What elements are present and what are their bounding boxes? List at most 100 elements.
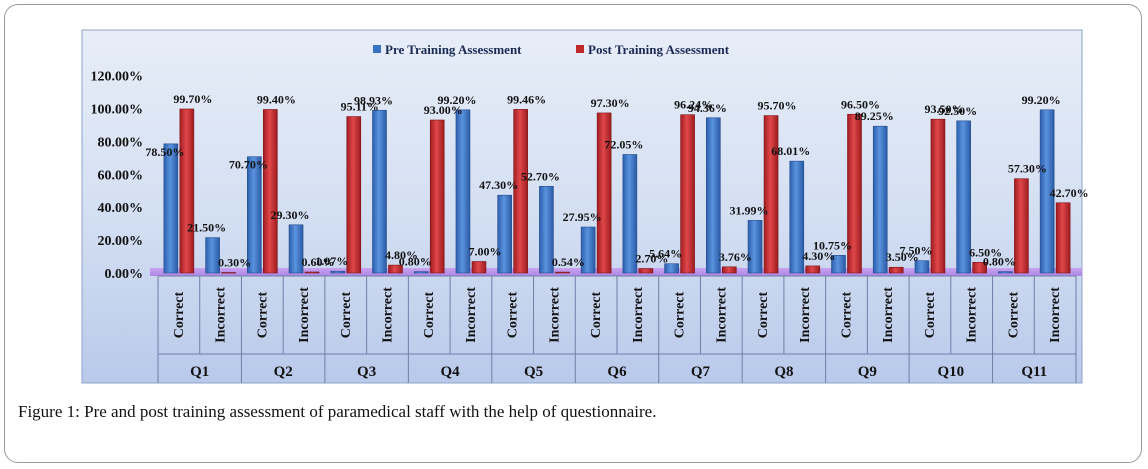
figure-caption: Figure 1: Pre and post training assessme… (18, 402, 656, 422)
x-subcategory-label: Correct (422, 291, 437, 338)
bar-post (429, 119, 445, 274)
x-subcategory-label: Correct (840, 291, 855, 338)
bar-pre (497, 194, 512, 274)
x-group-label: Q2 (274, 364, 293, 380)
y-tick-label: 0.00% (105, 267, 144, 282)
x-group-label: Q3 (357, 364, 376, 380)
bar-post (263, 109, 278, 274)
x-subcategory-label: Correct (172, 291, 187, 338)
value-labels: 78.50% 99.70% 21.50% 0.30% 70.70% 99.40% 29.30… (145, 92, 1088, 270)
x-group-label: Q10 (937, 364, 964, 380)
x-subcategory-label: Incorrect (714, 287, 729, 343)
x-subcategory-label: Correct (255, 291, 270, 338)
value-label-pre: 29.30% (271, 208, 310, 222)
y-tick-label: 80.00% (98, 135, 144, 150)
bar-pre (872, 125, 888, 274)
value-label-post: 0.54% (552, 255, 585, 269)
value-label-post: 42.70% (1050, 186, 1089, 200)
y-axis: 0.00% 20.00% 40.00% 60.00% 80.00% 100.00% 120.… (91, 70, 144, 282)
value-label-post: 4.80% (385, 248, 418, 262)
x-group-label: Q4 (441, 364, 461, 380)
bar-post (346, 116, 362, 274)
y-tick-label: 100.00% (91, 103, 144, 118)
bar-post (930, 118, 946, 274)
y-tick-label: 20.00% (98, 234, 144, 249)
value-label-pre: 0.80% (399, 255, 432, 269)
value-label-pre: 98.93% (354, 93, 393, 107)
value-label-pre: 5.64% (649, 247, 682, 261)
bar-pre (413, 271, 429, 274)
value-label-pre: 27.95% (563, 210, 602, 224)
bar-post (304, 271, 320, 274)
value-label-pre: 94.36% (688, 101, 727, 115)
bar-post (847, 113, 862, 274)
value-label-pre: 72.05% (604, 137, 643, 151)
x-subcategory-label: Incorrect (965, 287, 980, 343)
legend: Pre Training Assessment Post Training As… (373, 42, 730, 57)
x-subcategory-label: Correct (923, 291, 938, 338)
bar-pre (330, 270, 346, 274)
x-subcategory-label: Correct (506, 291, 521, 338)
value-label-post: 3.50% (886, 250, 919, 264)
bar-pre (914, 260, 930, 274)
value-label-post: 93.00% (424, 103, 463, 117)
value-label-post: 2.70% (635, 252, 668, 266)
value-label-post: 0.30% (218, 256, 251, 270)
bar-post (555, 271, 570, 274)
bar-chart: Pre Training Assessment Post Training As… (81, 29, 1089, 384)
y-tick-label: 40.00% (98, 201, 144, 216)
value-label-pre: 52.70% (521, 169, 560, 183)
legend-label-post: Post Training Assessment (588, 42, 730, 57)
x-subcategory-label: Correct (589, 291, 604, 338)
value-label-post: 97.30% (591, 96, 630, 110)
x-group-label: Q5 (524, 364, 543, 380)
value-label-pre: 47.30% (479, 178, 518, 192)
x-subcategory-label: Correct (339, 291, 354, 338)
value-label-pre: 21.50% (187, 221, 226, 235)
value-label-post: 95.70% (758, 99, 797, 113)
value-label-post: 57.30% (1008, 162, 1047, 176)
x-subcategory-label: Correct (673, 291, 688, 338)
bars (163, 108, 1071, 274)
value-label-post: 7.00% (468, 244, 501, 258)
value-label-pre: 0.80% (983, 255, 1016, 269)
value-label-pre: 99.20% (1022, 93, 1061, 107)
value-label-pre: 7.50% (899, 244, 932, 258)
caption-text: Pre and post training assessment of para… (79, 402, 657, 421)
value-label-post: 99.70% (173, 92, 212, 106)
value-label-post: 99.46% (507, 92, 546, 106)
bar-pre (831, 255, 846, 274)
value-label-post: 95.11% (341, 100, 379, 114)
bar-pre (956, 120, 971, 274)
bar-pre (455, 109, 471, 274)
value-label-post: 4.30% (802, 249, 835, 263)
value-label-pre: 78.50% (145, 145, 184, 159)
bar-post (722, 266, 737, 274)
legend-swatch-pre (373, 45, 381, 53)
bar-pre (288, 224, 304, 274)
x-subcategory-label: Correct (1006, 291, 1021, 338)
x-axis: Correct Incorrect Correct Incorrect Correct I… (157, 275, 1077, 383)
value-label-pre: 92.50% (938, 104, 977, 118)
x-subcategory-label: Incorrect (1048, 287, 1063, 343)
x-group-label: Q6 (607, 364, 627, 380)
value-label-post: 93.50% (924, 102, 963, 116)
value-label-pre: 31.99% (730, 203, 769, 217)
bar-pre (998, 271, 1013, 274)
value-label-pre: 99.20% (437, 93, 476, 107)
y-tick-label: 60.00% (98, 168, 144, 183)
value-label-post: 96.50% (841, 97, 880, 111)
x-group-label: Q1 (190, 364, 209, 380)
bar-pre (664, 263, 679, 274)
value-label-post: 3.76% (719, 250, 752, 264)
x-subcategory-label: Correct (756, 291, 771, 338)
bar-post (680, 114, 695, 274)
value-label-pre: 10.75% (813, 238, 852, 252)
bar-pre (747, 220, 763, 274)
x-group-label: Q9 (858, 364, 877, 380)
bar-pre (622, 154, 638, 274)
value-label-post: 99.40% (257, 92, 296, 106)
bar-post (805, 265, 821, 274)
bar-post (888, 266, 904, 274)
x-subcategory-label: Incorrect (547, 287, 562, 343)
